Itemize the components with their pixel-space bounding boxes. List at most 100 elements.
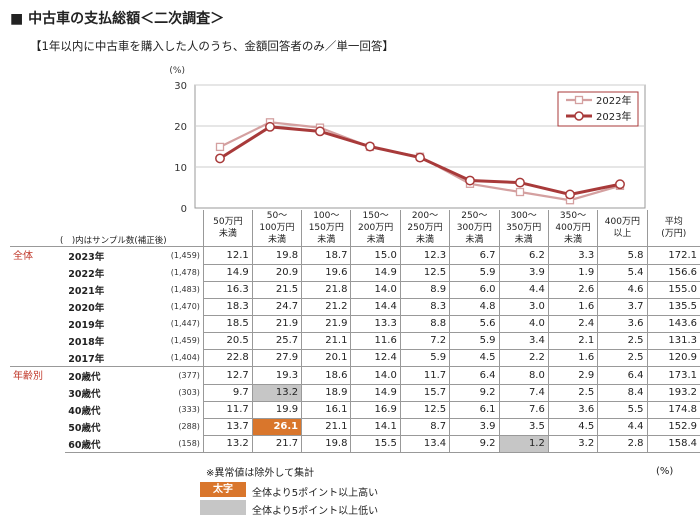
column-header: 350～ 400万円 未満 <box>547 210 598 247</box>
page-title: ■ 中古車の支払総額＜二次調査＞ <box>10 11 225 27</box>
value-cell: 4.8 <box>449 298 499 316</box>
value-cell: 15.7 <box>399 384 450 402</box>
value-cell: 5.6 <box>449 315 499 333</box>
value-cell: 6.4 <box>449 366 499 385</box>
value-cell: 5.4 <box>597 264 648 282</box>
value-cell: 18.3 <box>202 298 253 316</box>
legend-label: 2022年 <box>596 94 631 107</box>
value-cell: 21.2 <box>301 298 351 316</box>
value-cell: 15.5 <box>350 435 401 453</box>
row-label: 2020年 <box>68 302 105 314</box>
column-header: 200～ 250万円 未満 <box>399 210 450 247</box>
value-cell: 6.1 <box>449 401 499 419</box>
value-cell: 22.8 <box>202 349 253 367</box>
average-cell: 155.0 <box>646 281 700 299</box>
value-cell: 3.6 <box>547 401 598 419</box>
value-cell: 27.9 <box>251 349 302 367</box>
value-cell: 14.0 <box>350 281 401 299</box>
value-cell: 1.6 <box>547 298 598 316</box>
value-cell: 12.1 <box>202 246 253 265</box>
value-cell: 3.6 <box>597 315 648 333</box>
point-2023 <box>365 141 375 152</box>
sample-count: (1,447) <box>170 319 200 328</box>
value-cell: 3.9 <box>498 264 549 282</box>
table-row: 60歳代 (158) 13.2 21.7 19.8 15.5 13.4 9.2 1.2 3.2 2.… <box>10 435 700 453</box>
point-2023 <box>265 121 275 132</box>
column-header-line: 平均 <box>664 217 683 227</box>
value-cell: 20.1 <box>301 349 351 367</box>
legend-marker <box>574 95 584 105</box>
column-header-line: 100万円 <box>259 223 295 233</box>
sample-count: (1,459) <box>130 246 204 264</box>
value-cell: 11.7 <box>202 401 253 419</box>
table-row: 2019年 (1,447) 18.5 21.9 21.9 13.3 8.8 5.6 4.0 2.4… <box>10 315 700 333</box>
value-cell: 11.6 <box>350 332 401 350</box>
column-header-line: (万円) <box>661 229 687 239</box>
value-cell: 9.2 <box>449 435 499 453</box>
column-header-line: 未満 <box>267 235 286 245</box>
table-row: 2022年 (1,478) 14.9 20.9 19.6 14.9 12.5 5.9 3.9 1.… <box>10 264 700 282</box>
column-header-line: 250～ <box>461 211 488 221</box>
value-cell: 4.5 <box>547 418 598 436</box>
value-cell: 19.6 <box>301 264 351 282</box>
average-cell: 174.8 <box>646 401 700 419</box>
average-cell: 120.9 <box>646 349 700 367</box>
sample-count: (1,483) <box>170 285 200 294</box>
value-cell: 21.1 <box>301 332 351 350</box>
value-cell: 3.7 <box>597 298 648 316</box>
value-cell: 21.7 <box>251 435 302 453</box>
column-header: 400万円 以上 <box>597 210 648 247</box>
value-cell: 6.0 <box>449 281 499 299</box>
value-cell: 1.2 <box>498 435 549 453</box>
column-header-line: 未満 <box>415 235 434 245</box>
value-cell: 19.9 <box>251 401 302 419</box>
value-cell: 8.8 <box>399 315 450 333</box>
outlier-note: ※異常値は除外して集計 <box>206 468 315 479</box>
value-cell: 12.5 <box>399 264 450 282</box>
average-cell: 172.1 <box>646 246 700 265</box>
value-cell: 3.0 <box>498 298 549 316</box>
value-cell: 2.9 <box>547 366 598 385</box>
y-tick-label: 0 <box>181 204 187 215</box>
value-cell: 2.5 <box>547 384 598 402</box>
value-cell: 12.4 <box>350 349 401 367</box>
point-2023 <box>415 152 425 163</box>
high-swatch: 太字 <box>200 482 246 497</box>
value-cell: 18.9 <box>301 384 351 402</box>
column-header-line: 350万円 <box>506 223 542 233</box>
value-cell: 19.8 <box>251 246 302 265</box>
table-row: 2018年 (1,459) 20.5 25.7 21.1 11.6 7.2 5.9 3.4 2.1… <box>10 332 700 350</box>
value-cell: 12.3 <box>399 246 450 265</box>
row-label: 2021年 <box>68 285 105 297</box>
value-cell: 3.3 <box>547 246 598 265</box>
column-header-line: 300～ <box>510 211 537 221</box>
value-cell: 15.0 <box>350 246 401 265</box>
value-cell: 3.4 <box>498 332 549 350</box>
value-cell: 5.9 <box>449 264 499 282</box>
group-label: 全体 <box>10 246 66 367</box>
value-cell: 21.9 <box>251 315 302 333</box>
value-cell: 14.4 <box>350 298 401 316</box>
sample-count: (303) <box>178 388 200 397</box>
column-header-line: 150万円 <box>308 223 344 233</box>
value-cell: 12.5 <box>399 401 450 419</box>
column-header-line: 150～ <box>362 211 389 221</box>
sample-count: (333) <box>178 405 200 414</box>
column-header: 50万円 未満 <box>202 210 253 247</box>
legend-label: 2023年 <box>596 110 631 123</box>
average-cell: 152.9 <box>646 418 700 436</box>
low-legend-text: 全体より5ポイント以上低い <box>252 506 379 517</box>
row-label: 60歳代 <box>65 435 131 453</box>
value-cell: 6.7 <box>449 246 499 265</box>
value-cell: 3.2 <box>547 435 598 453</box>
value-cell: 7.2 <box>399 332 450 350</box>
column-header-line: 350～ <box>559 211 587 221</box>
column-header-line: 300万円 <box>456 223 492 233</box>
column-header-line: 未満 <box>465 235 484 245</box>
sample-caption: ( )内はサンプル数(補正後) <box>60 236 167 246</box>
point-2022 <box>215 142 225 152</box>
value-cell: 13.3 <box>350 315 401 333</box>
page-subtitle: 【1年以内に中古車を購入した人のうち、金額回答者のみ／単一回答】 <box>30 39 394 53</box>
sample-count: (288) <box>178 422 200 431</box>
column-header-line: 100～ <box>313 211 340 221</box>
